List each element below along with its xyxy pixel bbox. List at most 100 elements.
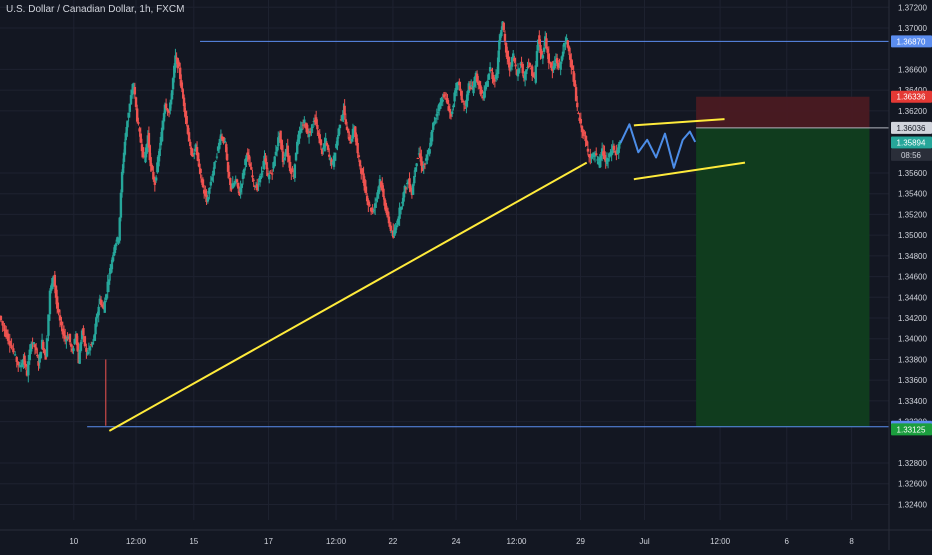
candle-body [269, 172, 272, 174]
candle-body [0, 315, 3, 321]
candle-body [121, 164, 125, 174]
candle-body [63, 335, 67, 340]
candle-body [496, 72, 499, 76]
candle-body [220, 136, 224, 140]
candle-body [78, 349, 81, 364]
candle-body [309, 131, 312, 133]
candle-body [535, 51, 539, 67]
candle-body [119, 192, 123, 218]
candle-body [606, 158, 610, 162]
trend-line[interactable] [633, 118, 725, 127]
y-tick-label: 1.32400 [898, 500, 927, 509]
candle-body [332, 155, 336, 167]
candle-body [82, 328, 85, 336]
candle-body [266, 173, 270, 176]
candle-body [206, 197, 210, 202]
price-label-last[interactable] [891, 136, 932, 149]
candle-body [426, 154, 429, 161]
price-label-text: 1.35894 [897, 139, 926, 148]
candle-body [138, 128, 141, 132]
candle-body [548, 61, 552, 63]
candle-body [389, 225, 393, 232]
candle-body [333, 152, 337, 161]
candle-body [72, 348, 75, 352]
candle-body [531, 66, 534, 76]
candle-body [242, 169, 246, 176]
candle-body [268, 174, 271, 180]
candle-body [157, 155, 160, 167]
stop-loss-zone[interactable] [696, 96, 870, 128]
candle-body [230, 185, 233, 190]
candle-body [90, 344, 93, 346]
y-tick-label: 1.37200 [898, 3, 927, 12]
projection-path[interactable] [619, 123, 697, 169]
candle-body [449, 112, 453, 117]
candle-body [117, 240, 120, 243]
candle-body [101, 304, 104, 307]
candle-body [185, 116, 188, 124]
price-label-stop[interactable] [891, 90, 932, 103]
price-label-text: 1.33125 [897, 425, 926, 434]
candle-body [369, 207, 373, 212]
candle-body [247, 154, 251, 160]
position-tool[interactable] [696, 96, 889, 427]
candle-body [452, 105, 455, 108]
candle-body [300, 129, 304, 131]
candle-body [567, 46, 571, 52]
candle-body [190, 147, 193, 156]
candle-body [365, 195, 369, 202]
candle-body [95, 316, 98, 327]
y-tick-label: 1.35000 [898, 231, 927, 240]
candle-body [44, 350, 47, 360]
candle-body [91, 342, 94, 345]
price-label-countdown[interactable] [891, 148, 932, 161]
candle-body [225, 144, 228, 153]
candle-body [523, 71, 527, 80]
y-tick-label: 1.33800 [898, 355, 927, 364]
candle-body [122, 152, 126, 162]
candle-body [324, 138, 327, 145]
candle-body [24, 363, 27, 367]
candle-body [555, 57, 559, 64]
candle-body [252, 179, 255, 181]
price-label-entry[interactable] [891, 121, 932, 134]
price-label-level[interactable] [891, 35, 932, 48]
candle-body [497, 50, 500, 63]
candle-body [561, 51, 565, 57]
candle-body [513, 57, 516, 62]
candle-body [462, 103, 466, 105]
candle-body [107, 279, 111, 285]
candle-body [246, 152, 249, 156]
candle-body [75, 333, 79, 346]
candle-body [25, 370, 29, 376]
candle-body [579, 118, 583, 124]
y-tick-label: 1.37000 [898, 24, 927, 33]
trend-line[interactable] [633, 161, 746, 181]
candle-body [154, 177, 158, 181]
candle-body [559, 61, 562, 70]
candle-body [355, 134, 358, 146]
take-profit-zone[interactable] [696, 127, 870, 427]
price-axis[interactable]: 1.37200 1.37000 1.36600 1.36400 1.36200 1.356… [888, 0, 932, 550]
time-axis[interactable]: 10 12:00 15 17 12:00 22 24 12:00 29 Jul 12:00 6 8 [0, 529, 932, 546]
candle-body [478, 81, 481, 86]
trend-line[interactable] [108, 161, 588, 432]
candle-body [270, 173, 274, 175]
price-label-target[interactable] [891, 423, 932, 436]
candle-body [546, 48, 549, 53]
candle-body [57, 308, 60, 313]
candle-body [336, 137, 339, 146]
candle-body [161, 120, 165, 130]
candle-body [590, 157, 593, 159]
drawings[interactable] [108, 118, 746, 432]
candle-body [47, 314, 50, 336]
candle-body [411, 184, 415, 195]
candle-body [408, 178, 411, 189]
candle-body [479, 85, 482, 95]
candle-body [208, 187, 211, 194]
candle-body [136, 108, 139, 122]
candle-body [362, 173, 365, 184]
candle-body [357, 155, 361, 158]
